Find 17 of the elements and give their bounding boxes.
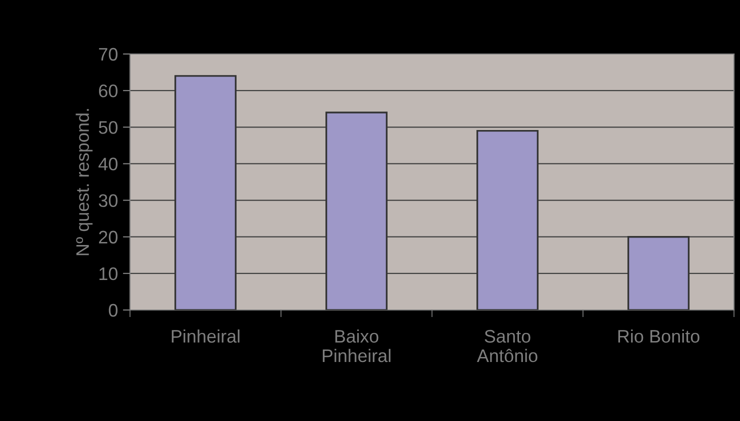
bar (476, 130, 539, 310)
y-tick-label: 50 (98, 121, 118, 134)
x-tick-label: Santo Antônio (476, 330, 538, 362)
y-tick-label: 10 (99, 267, 118, 280)
y-axis-title: Nº quest. respond. (76, 109, 93, 256)
x-tick-label: Rio Bonito (618, 329, 700, 343)
bar (325, 112, 388, 310)
y-tick-label: 20 (99, 230, 118, 244)
y-tick-label: 0 (108, 304, 118, 317)
y-tick-label: 70 (99, 48, 118, 61)
y-tick-label: 30 (98, 194, 118, 208)
y-tick-label: 40 (98, 158, 118, 170)
x-tick-label: Pinheiral (172, 329, 240, 343)
x-tick-label: Baixo Pinheiral (322, 329, 390, 362)
bar (627, 236, 690, 310)
bar (174, 75, 237, 310)
y-tick-label: 60 (99, 84, 118, 98)
